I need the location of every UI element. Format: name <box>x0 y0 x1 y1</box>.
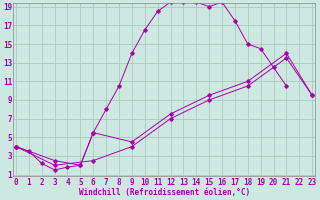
X-axis label: Windchill (Refroidissement éolien,°C): Windchill (Refroidissement éolien,°C) <box>78 188 250 197</box>
